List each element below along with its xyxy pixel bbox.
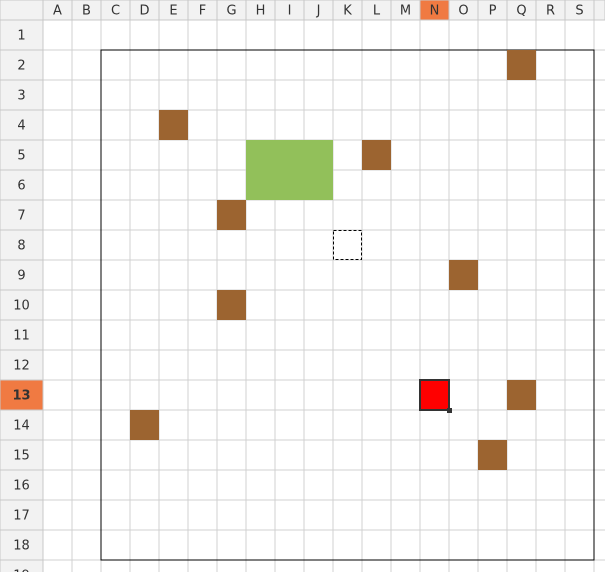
column-label: R [546, 4, 555, 19]
column-label: G [226, 4, 236, 19]
column-label: L [373, 4, 381, 19]
brown-tile [130, 410, 159, 440]
row-header [0, 169, 44, 201]
row-label: 7 [17, 209, 25, 224]
brown-tile [217, 200, 246, 230]
row-label: 9 [17, 269, 25, 284]
player [419, 379, 450, 411]
row-label: 2 [17, 59, 25, 74]
column-label: H [256, 4, 266, 19]
brown-tile [478, 440, 507, 470]
row-header [0, 79, 44, 111]
column-label: J [316, 4, 321, 19]
row-label: 10 [13, 299, 30, 314]
column-label: P [489, 4, 497, 19]
row-label: 8 [17, 239, 25, 254]
row-header [0, 439, 44, 471]
row-header [0, 289, 44, 321]
row-header [0, 259, 44, 291]
row-header [0, 469, 44, 501]
column-label: B [82, 4, 91, 19]
row-header [0, 199, 44, 231]
row-header [0, 349, 44, 381]
row-label: 16 [13, 479, 30, 494]
column-label: I [288, 4, 292, 19]
row-header [0, 409, 44, 441]
brown-tile [362, 140, 391, 170]
column-label: S [575, 4, 583, 19]
column-header [564, 0, 595, 21]
column-label: N [430, 4, 440, 19]
row-label: 4 [17, 119, 25, 134]
row-label: 6 [17, 179, 25, 194]
row-label: 11 [13, 329, 30, 344]
row-label: 13 [12, 389, 30, 404]
row-label: 17 [13, 509, 30, 524]
column-label: A [53, 4, 62, 19]
column-label: F [199, 4, 206, 19]
row-label: 15 [13, 449, 30, 464]
row-label: 1 [17, 29, 25, 44]
column-label: K [343, 4, 352, 19]
brown-tile [217, 290, 246, 320]
row-label: 19 [13, 569, 30, 572]
column-label: D [139, 4, 149, 19]
board-border [100, 49, 595, 561]
brown-tile [449, 260, 478, 290]
column-label: C [111, 4, 120, 19]
row-label: 5 [17, 149, 25, 164]
row-header [0, 529, 44, 561]
row-label: 18 [13, 539, 30, 554]
column-label: M [400, 4, 411, 19]
row-label: 3 [17, 89, 25, 104]
row-header [0, 559, 44, 572]
brown-tile [507, 380, 536, 410]
brown-tile [159, 110, 188, 140]
row-header [0, 499, 44, 531]
row-header [0, 379, 44, 411]
row-label: 12 [13, 359, 30, 374]
row-header [0, 139, 44, 171]
row-label: 14 [13, 419, 30, 434]
green-block [246, 140, 333, 200]
column-label: Q [516, 4, 526, 19]
dashed-marker [333, 230, 362, 260]
column-label: O [458, 4, 468, 19]
row-header [0, 319, 44, 351]
fill-handle [447, 408, 452, 413]
row-header [0, 19, 44, 51]
brown-tile [507, 50, 536, 80]
column-label: E [169, 4, 177, 19]
